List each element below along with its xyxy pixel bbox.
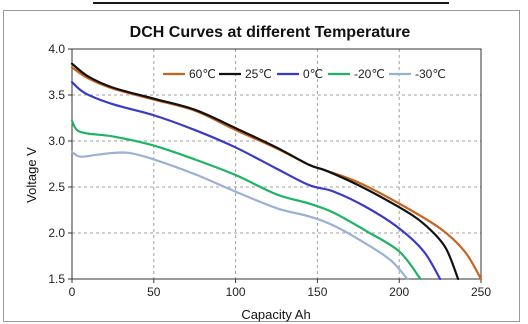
x-tick-label: 50 bbox=[147, 285, 161, 299]
x-tick-label: 0 bbox=[69, 285, 76, 299]
series-layer bbox=[70, 62, 483, 281]
legend-label-1: 25℃ bbox=[245, 67, 272, 81]
top-rule-line bbox=[93, 2, 449, 4]
legend-label-3: -20℃ bbox=[354, 67, 385, 81]
legend-label-4: -30℃ bbox=[415, 67, 446, 81]
y-tick-label: 4.0 bbox=[48, 42, 65, 56]
y-tick-label: 3.0 bbox=[48, 134, 65, 148]
legend-label-2: 0℃ bbox=[303, 67, 323, 81]
y-tick-label: 1.5 bbox=[48, 272, 65, 286]
series-line-2 bbox=[70, 81, 442, 281]
dch-chart: DCH Curves at different Temperature 0 50 1… bbox=[24, 24, 491, 322]
x-tick-label: 250 bbox=[471, 285, 491, 299]
chart-title: DCH Curves at different Temperature bbox=[130, 24, 411, 41]
x-tick-label: 200 bbox=[389, 285, 409, 299]
grid-layer bbox=[72, 49, 481, 279]
series-line-3 bbox=[70, 119, 422, 281]
series-line-1 bbox=[70, 62, 460, 281]
chart-frame: DCH Curves at different Temperature 0 50 1… bbox=[3, 10, 520, 322]
x-axis-title: Capacity Ah bbox=[241, 307, 310, 322]
legend-label-0: 60℃ bbox=[189, 67, 216, 81]
x-tick-label: 100 bbox=[226, 285, 246, 299]
y-tick-label: 2.0 bbox=[48, 226, 65, 240]
legend: 60℃ 25℃ 0℃ -20℃ -30℃ bbox=[163, 67, 446, 81]
y-axis-title: Voltage V bbox=[24, 147, 39, 203]
y-tick-label: 2.5 bbox=[48, 180, 65, 194]
y-tick-label: 3.5 bbox=[48, 88, 65, 102]
axes-layer: 0 50 100 150 200 250 1.5 2.0 2.5 3.0 3.5 4.0 bbox=[48, 42, 491, 299]
x-tick-label: 150 bbox=[307, 285, 327, 299]
plot-area-border bbox=[71, 48, 482, 280]
series-line-4 bbox=[70, 150, 409, 281]
